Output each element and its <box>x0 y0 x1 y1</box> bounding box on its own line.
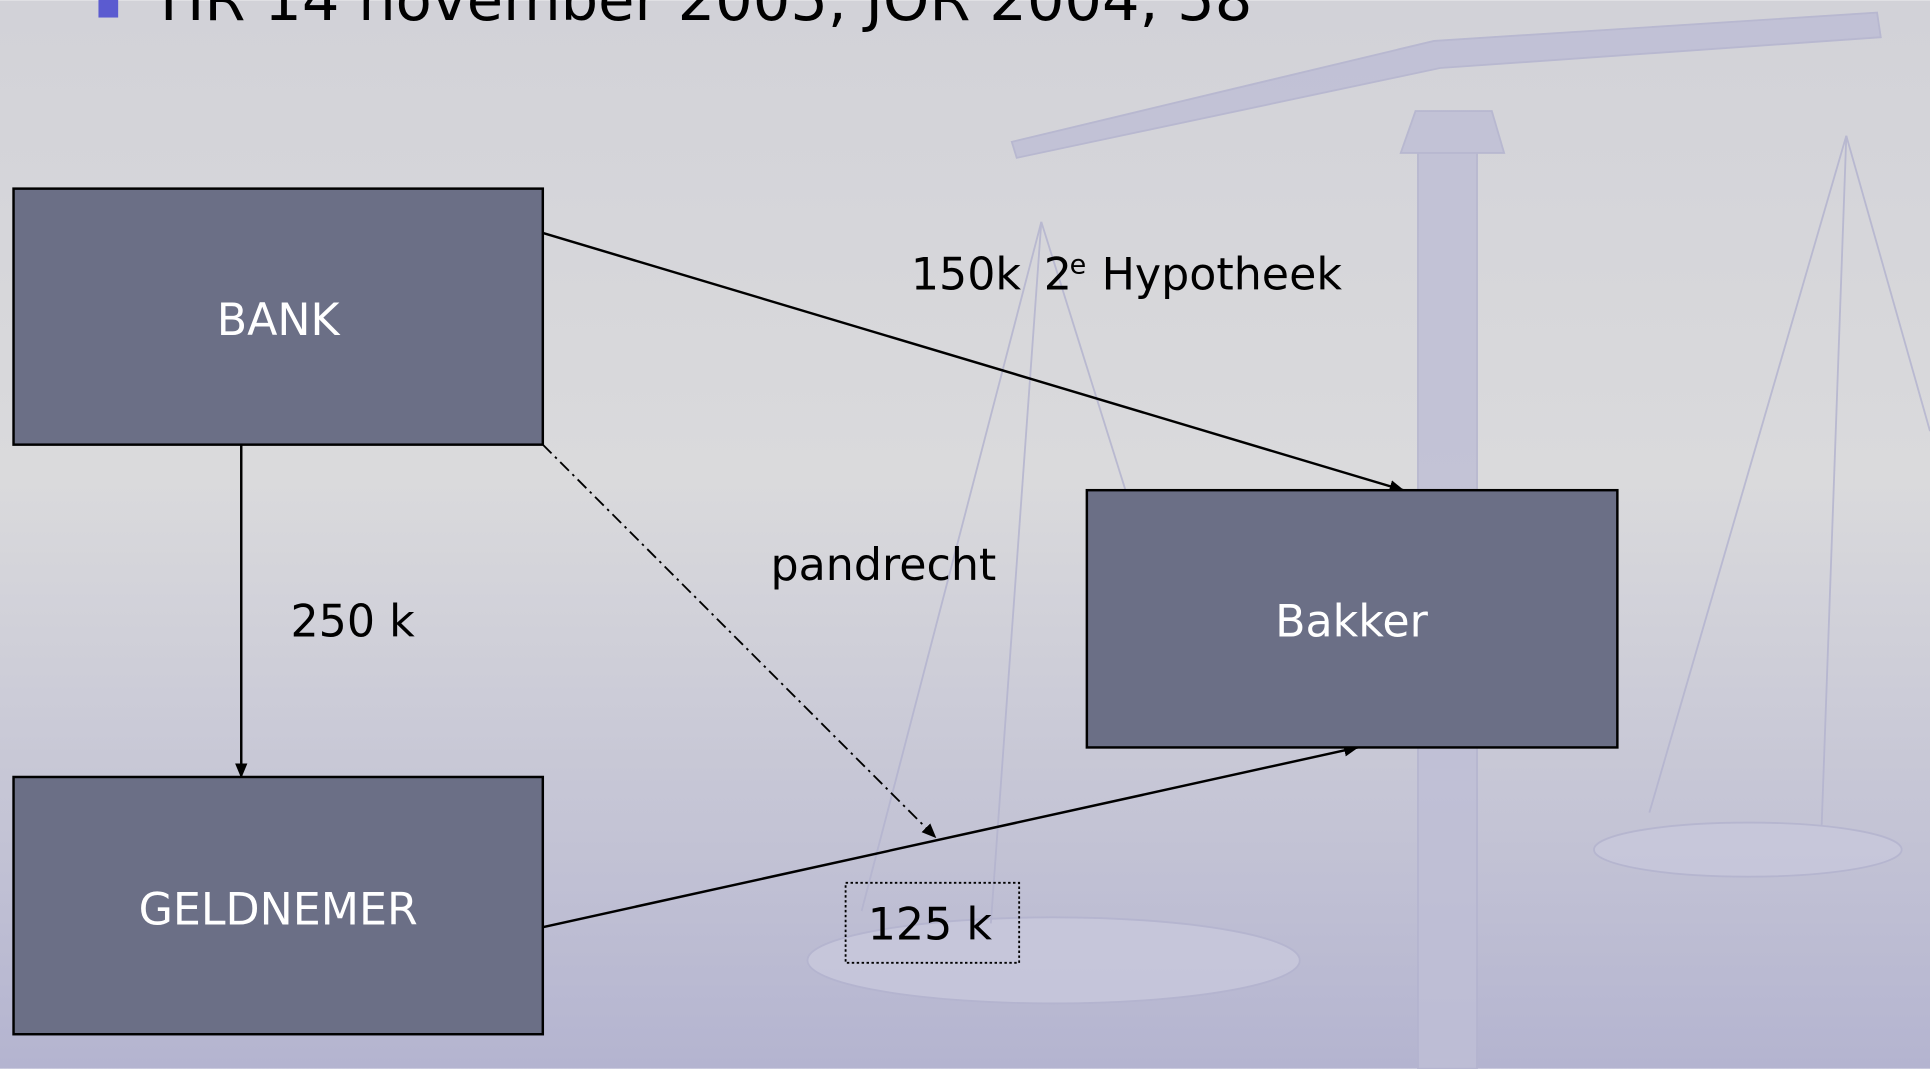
edge-label: 250 k <box>290 597 415 648</box>
slide: HR 14 november 2005, JOR 2004, 58 BANK G… <box>0 0 1930 1069</box>
edge-ordinal: 2 <box>1044 250 1072 301</box>
node-label: Bakker <box>1275 597 1429 648</box>
edge-label: Hypotheek <box>1102 250 1343 301</box>
node-label: GELDNEMER <box>139 885 418 936</box>
edge-amount: 150k <box>911 250 1022 301</box>
edge-label: pandrecht <box>771 540 997 591</box>
bullet-text: HR 14 november 2005, JOR 2004, 58 <box>160 0 1252 34</box>
node-label: BANK <box>217 295 341 346</box>
edge-ordinal-suffix: e <box>1070 250 1087 281</box>
bullet-marker <box>98 0 118 18</box>
edge-label: 125 k <box>868 899 993 950</box>
